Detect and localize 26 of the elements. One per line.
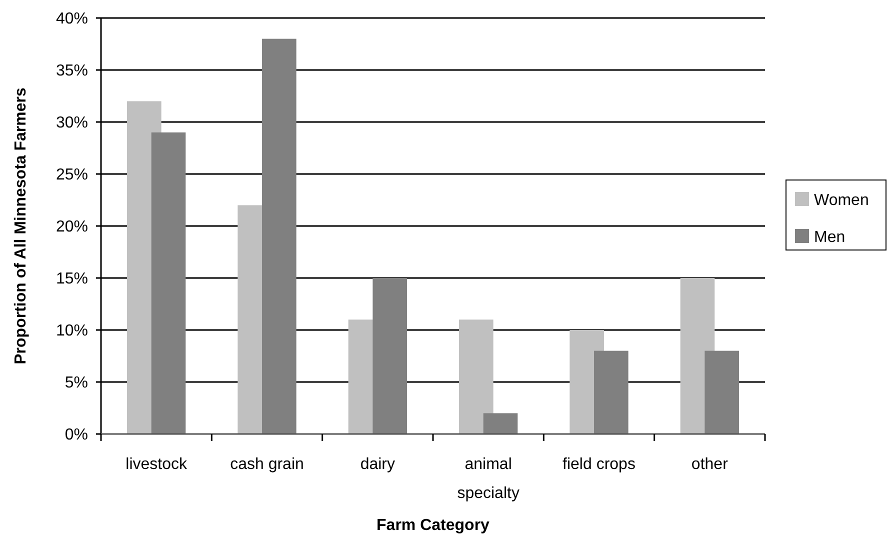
bar [151,132,186,434]
y-tick-label: 40% [56,10,88,28]
y-tick-label: 0% [64,426,88,444]
x-tick-label: field crops [562,456,636,473]
y-tick-label: 20% [56,218,88,236]
bar [372,278,407,434]
x-tick-label: animal specialty [457,456,520,502]
bar [262,38,296,434]
x-tick-label: dairy [360,456,396,473]
y-tick-label: 15% [56,270,88,288]
y-tick-label: 25% [56,166,88,184]
legend-label: Women [814,192,869,209]
y-tick-label: 30% [56,114,88,132]
x-tick-label: cash grain [230,456,304,473]
y-tick-label: 35% [56,62,88,80]
y-tick-label: 5% [64,374,88,392]
bar [459,320,494,434]
x-axis-title: Farm Category [376,517,490,534]
x-tick-label: livestock [126,456,188,473]
x-tick-label: other [691,456,729,473]
legend-label: Men [814,229,846,246]
bar [594,350,628,434]
y-tick-label: 10% [56,322,88,340]
bar [483,413,518,434]
y-axis-title: Proportion of All Minnesota Farmers [12,88,30,364]
bar [704,350,739,434]
